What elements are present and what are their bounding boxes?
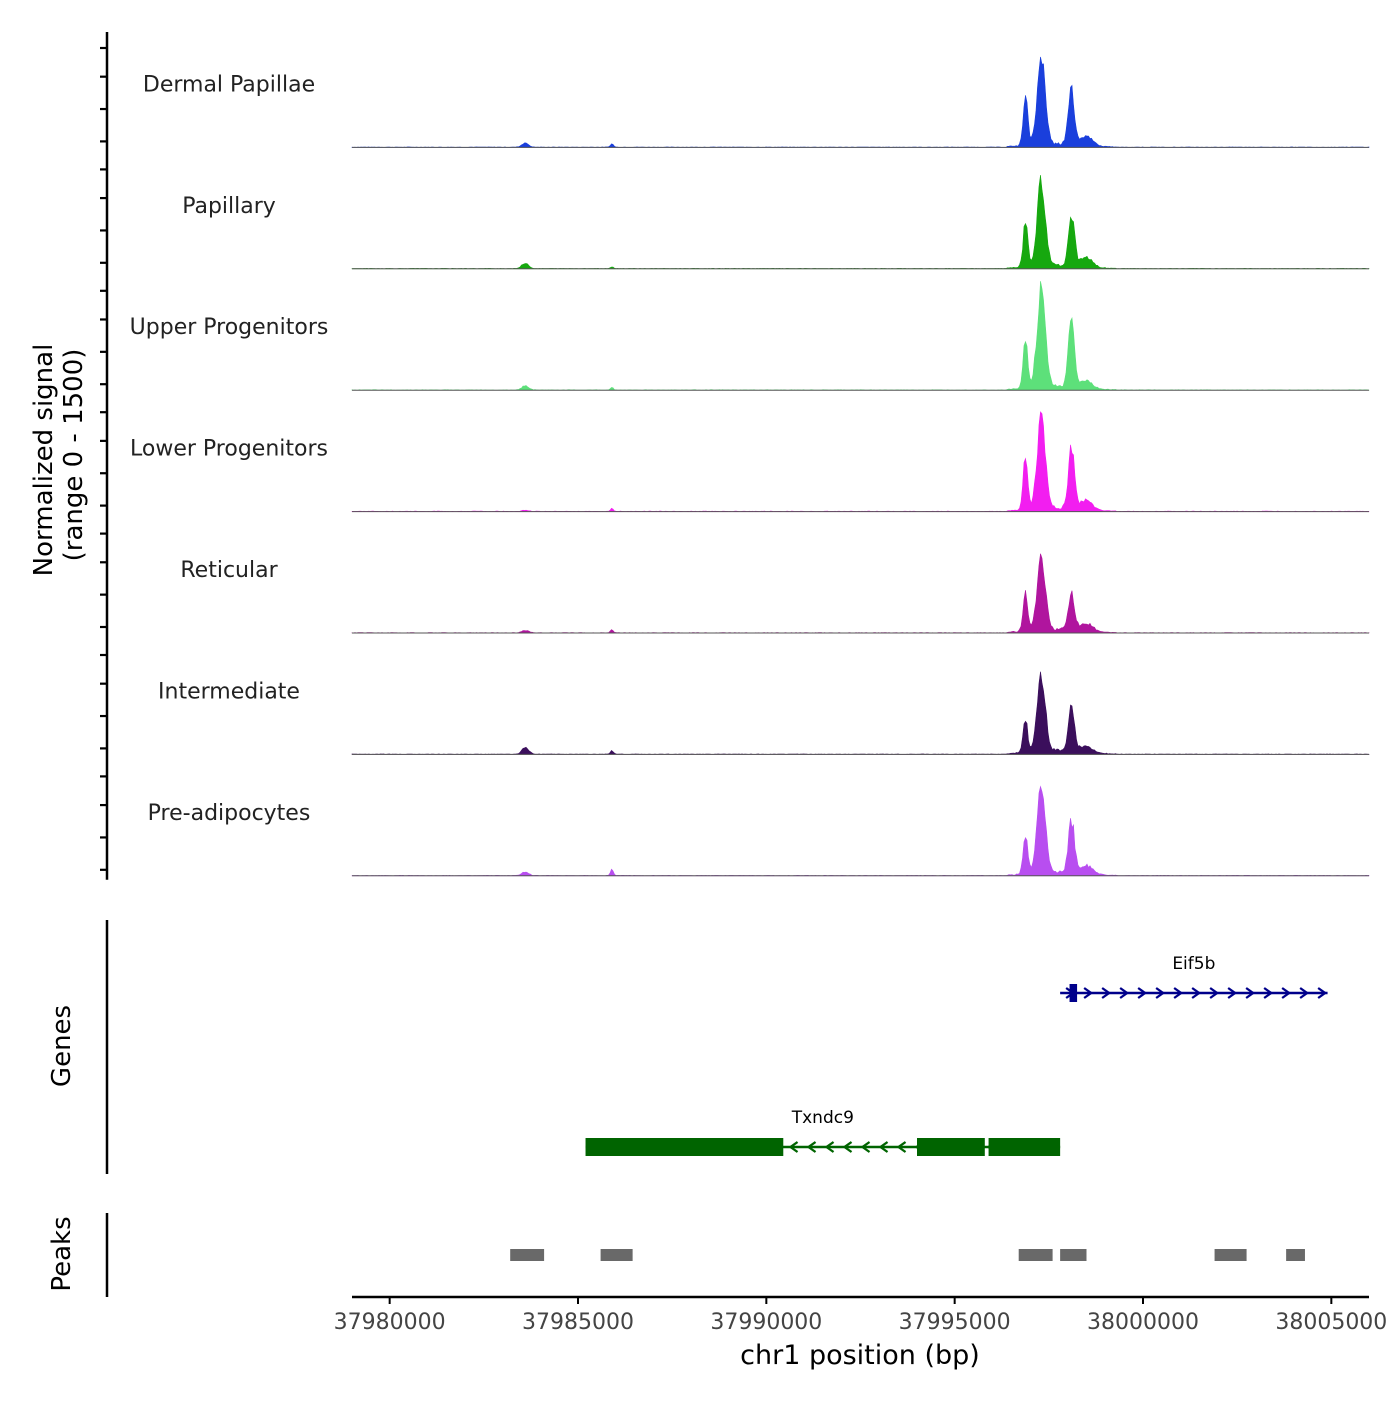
gene-exon [917, 1138, 985, 1156]
coverage-area [351, 175, 1370, 270]
strand-chevron [1209, 987, 1220, 999]
coverage-area [351, 553, 1370, 634]
track-dermal-papillae: Dermal Papillae [143, 56, 1370, 148]
x-tick-label: 37980000 [334, 1310, 446, 1335]
coverage-area [351, 56, 1370, 148]
track-pre-adipocytes: Pre-adipocytes [148, 785, 1370, 877]
x-tick-label: 38005000 [1275, 1310, 1387, 1335]
peak-region [1286, 1249, 1305, 1261]
strand-chevron [1173, 987, 1184, 999]
gene-exon [1069, 984, 1078, 1002]
x-tick-label: 37995000 [899, 1310, 1011, 1335]
peak-region [1214, 1249, 1247, 1261]
peak-region [1060, 1249, 1087, 1261]
strand-chevron [1227, 987, 1238, 999]
gene-exon [585, 1138, 784, 1156]
peak-track [510, 1249, 1305, 1261]
track-label: Pre-adipocytes [148, 801, 311, 826]
strand-chevron [1137, 987, 1148, 999]
strand-chevron [1281, 987, 1292, 999]
peak-region [600, 1249, 633, 1261]
y-axis-label-peaks: Peaks [47, 1216, 77, 1291]
track-reticular: Reticular [180, 553, 1370, 634]
strand-chevron [1299, 987, 1310, 999]
gene-label: Eif5b [1172, 954, 1215, 974]
strand-chevron [1317, 987, 1328, 999]
left-axes [100, 32, 109, 1297]
strand-chevron [1101, 987, 1112, 999]
x-tick-label: 37985000 [522, 1310, 634, 1335]
strand-chevron [860, 1141, 871, 1153]
track-label: Dermal Papillae [143, 72, 315, 97]
track-lower-progenitors: Lower Progenitors [130, 411, 1370, 513]
coverage-area [351, 411, 1370, 512]
track-intermediate: Intermediate [158, 671, 1370, 755]
x-tick-label: 38000000 [1087, 1310, 1199, 1335]
peak-region [510, 1249, 545, 1261]
y-axis-label-signal-line1: Normalized signal [29, 344, 59, 577]
coverage-area [351, 671, 1370, 755]
strand-chevron [788, 1141, 799, 1153]
track-papillary: Papillary [182, 175, 1370, 270]
track-label: Intermediate [158, 679, 300, 704]
gene-txndc9: Txndc9 [585, 1108, 1061, 1156]
x-tick-label: 37990000 [710, 1310, 822, 1335]
strand-chevron [1083, 987, 1094, 999]
gene-label: Txndc9 [791, 1108, 854, 1128]
track-label: Lower Progenitors [130, 437, 328, 462]
strand-chevron [1155, 987, 1166, 999]
track-label: Reticular [180, 558, 278, 583]
track-label: Upper Progenitors [130, 315, 329, 340]
strand-chevron [842, 1141, 853, 1153]
y-axis-label-genes: Genes [47, 1005, 77, 1087]
y-axis-label-signal-line2: (range 0 - 1500) [59, 349, 89, 562]
coverage-area [351, 281, 1370, 391]
strand-chevron [806, 1141, 817, 1153]
strand-chevron [1119, 987, 1130, 999]
track-upper-progenitors: Upper Progenitors [130, 281, 1370, 391]
gene-exon [988, 1138, 1061, 1156]
x-axis-title: chr1 position (bp) [740, 1340, 980, 1371]
x-axis: 37980000 37985000 37990000 37995000 38000000… [334, 1295, 1387, 1335]
strand-chevron [1263, 987, 1274, 999]
peak-region [1018, 1249, 1053, 1261]
strand-chevron [1191, 987, 1202, 999]
strand-chevron [878, 1141, 889, 1153]
track-label: Papillary [182, 194, 276, 219]
gene-track: Eif5b Txndc9 [585, 954, 1328, 1156]
strand-chevron [824, 1141, 835, 1153]
coverage-area [351, 785, 1370, 877]
strand-chevron [896, 1141, 907, 1153]
gene-eif5b: Eif5b [1060, 954, 1328, 1002]
strand-chevron [1245, 987, 1256, 999]
coverage-tracks: Dermal Papillae Papillary Upper Progenitor… [130, 56, 1370, 877]
